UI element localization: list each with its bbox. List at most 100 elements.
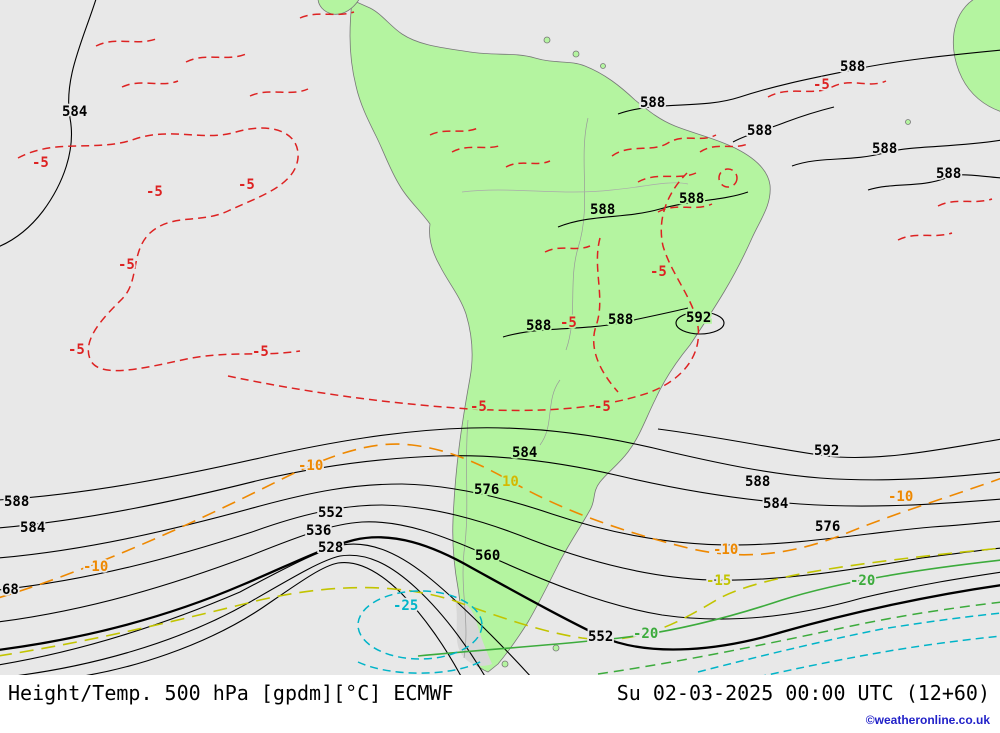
island	[572, 50, 580, 58]
island	[543, 36, 551, 44]
island	[905, 119, 911, 125]
contour-label: 584	[20, 520, 45, 536]
caption-line: Height/Temp. 500 hPa [gpdm][°C] ECMWF Su…	[0, 675, 1000, 705]
contour-path	[249, 88, 309, 97]
contour-label: 528	[318, 540, 343, 556]
contour-label: -5	[32, 155, 49, 171]
contour-path	[718, 168, 738, 188]
contour-label: 592	[686, 310, 711, 326]
height-contours	[0, 0, 1000, 675]
contour-label: 588	[936, 166, 961, 182]
contour-path	[95, 38, 157, 47]
contour-label: 592	[814, 443, 839, 459]
contour-path	[0, 536, 1000, 651]
product-title: Height/Temp. 500 hPa [gpdm][°C] ECMWF	[8, 681, 454, 705]
contour-label: -5	[650, 264, 667, 280]
island	[600, 63, 606, 69]
contour-path	[544, 245, 591, 253]
contour-label: -25	[393, 598, 418, 614]
contour-path	[0, 547, 1000, 657]
amazon-river	[461, 182, 689, 193]
contour-label: -5	[594, 399, 611, 415]
contour-label: 588	[640, 95, 665, 111]
contour-label: 584	[763, 496, 788, 512]
contour-path	[17, 127, 301, 372]
contour-path	[611, 134, 717, 157]
contour-label: -5	[68, 342, 85, 358]
contour-label: -5	[470, 399, 487, 415]
contour-label: 584	[512, 445, 537, 461]
contour-label: 536	[306, 523, 331, 539]
contour-path	[699, 142, 751, 153]
contour-path	[597, 601, 1000, 675]
contour-path	[429, 127, 479, 136]
valid-time: Su 02-03-2025 00:00 UTC (12+60)	[616, 681, 990, 705]
contour-label: 588	[747, 123, 772, 139]
contour-path	[675, 311, 725, 335]
contour-path	[505, 160, 551, 168]
contour-path	[637, 172, 697, 183]
contour-label: -5	[252, 344, 269, 360]
contour-label: -20	[633, 626, 658, 642]
contour-path	[897, 232, 953, 241]
contour-path	[557, 191, 749, 228]
contour-path	[299, 11, 355, 19]
contour-path	[17, 554, 485, 675]
island	[501, 660, 509, 668]
contour-label: 68	[2, 582, 19, 598]
contour-label: 588	[590, 202, 615, 218]
weather-map: 584 588 588 588 588 588 588 588 588 588 592 592 588 5…	[0, 0, 1000, 675]
contour-label: 588	[840, 59, 865, 75]
contour-path	[767, 80, 887, 98]
contour-path	[227, 172, 700, 412]
africa-landmass	[952, 0, 1000, 112]
country-border	[539, 379, 561, 446]
contour-path	[657, 203, 713, 213]
contour-label: -5	[813, 77, 830, 93]
contour-labels-layer: 584 588 588 588 588 588 588 588 588 588 592 592 588 5…	[0, 57, 963, 647]
contour-path	[417, 559, 1000, 657]
temp-contours-minus20	[417, 559, 1000, 675]
contour-label: 552	[588, 629, 613, 645]
contour-path	[697, 612, 1000, 673]
contour-label: 588	[526, 318, 551, 334]
contour-path	[657, 428, 1000, 459]
contour-label: -5	[118, 257, 135, 273]
contour-label: 560	[475, 548, 500, 564]
contour-path	[0, 443, 1000, 599]
contour-path	[732, 106, 835, 143]
temp-contours-minus25	[357, 590, 1000, 675]
contour-label: -5	[238, 177, 255, 193]
temp-contours-minus10	[0, 443, 1000, 599]
contour-label: 576	[474, 482, 499, 498]
contour-path	[357, 590, 483, 660]
contour-label: -10	[298, 458, 323, 474]
contour-path	[0, 543, 530, 675]
contour-path	[0, 455, 1000, 529]
contour-label: -5	[146, 184, 163, 200]
country-border	[462, 419, 469, 659]
contour-label: -20	[850, 573, 875, 589]
contour-path	[0, 0, 97, 247]
contour-path	[0, 504, 1000, 591]
contour-path	[185, 53, 247, 63]
contour-label: -10	[713, 542, 738, 558]
contour-path	[121, 80, 179, 88]
contour-path	[0, 427, 1000, 501]
contour-label: -5	[560, 315, 577, 331]
south-america-landmass	[349, 0, 771, 673]
copyright-link[interactable]: ©weatheronline.co.uk	[865, 713, 990, 727]
contour-path	[791, 139, 1000, 167]
contour-label: 588	[608, 312, 633, 328]
contour-label: -10	[83, 559, 108, 575]
contour-label: 588	[4, 494, 29, 510]
temp-contours-minus5	[17, 11, 993, 412]
island	[552, 644, 560, 652]
temp-contours-minus15	[0, 547, 1000, 657]
contour-path	[85, 561, 461, 675]
contour-path	[502, 307, 689, 338]
contour-path	[0, 483, 1000, 559]
contour-path	[763, 635, 1000, 675]
caption-bar: Height/Temp. 500 hPa [gpdm][°C] ECMWF Su…	[0, 675, 1000, 733]
